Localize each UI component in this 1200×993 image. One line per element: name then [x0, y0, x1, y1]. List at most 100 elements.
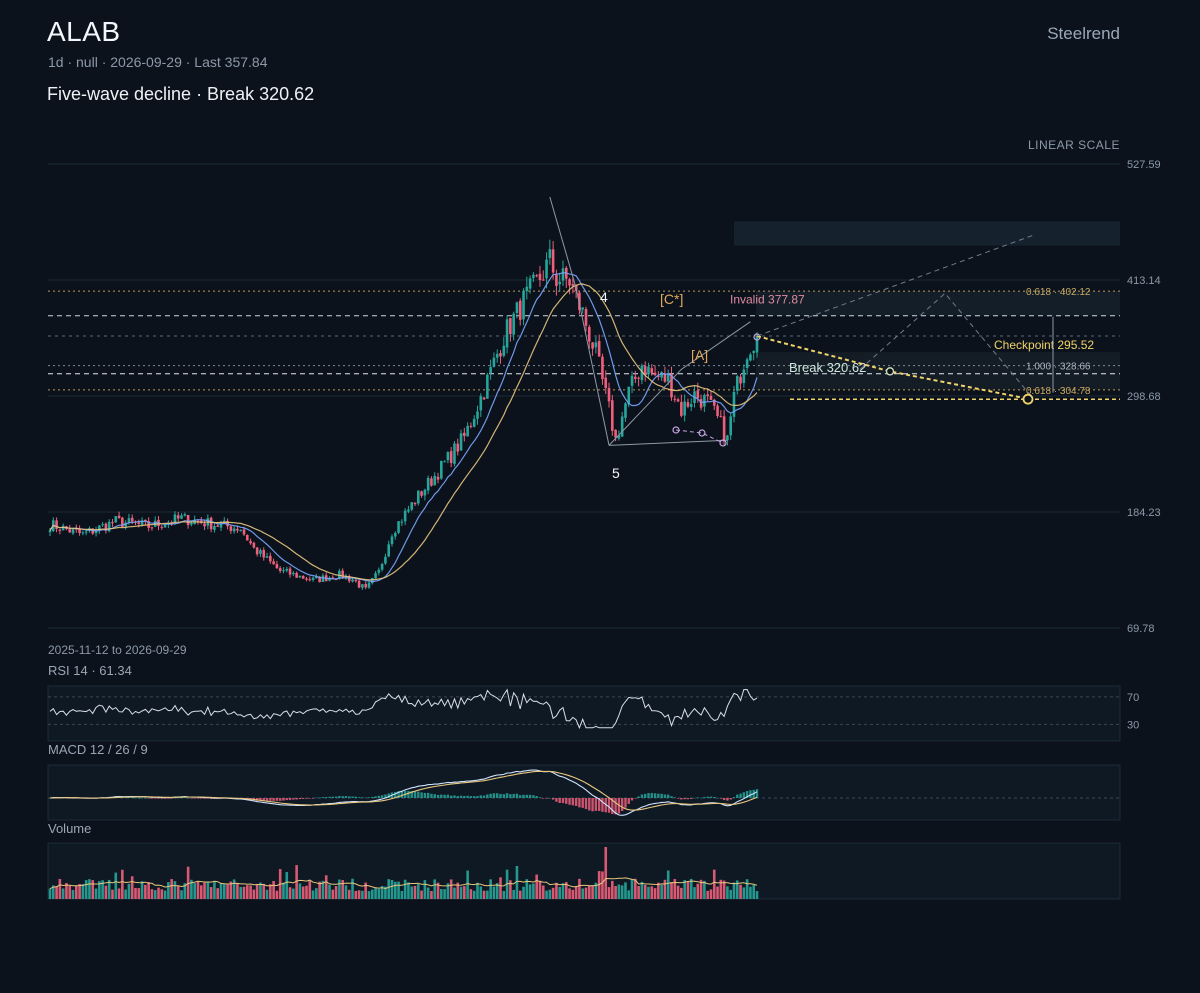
- macd-histogram-bar: [272, 798, 275, 801]
- volume-bar: [121, 869, 124, 899]
- candle-body: [301, 575, 305, 579]
- macd-histogram-bar: [311, 798, 315, 799]
- volume-bar: [574, 886, 578, 899]
- candle-body: [150, 527, 154, 529]
- volume-bar: [150, 889, 154, 899]
- macd-histogram-bar: [630, 798, 634, 801]
- volume-bar: [351, 878, 354, 899]
- macd-histogram-bar: [173, 797, 177, 799]
- target-zone-lower: [756, 352, 1120, 390]
- macd-histogram-bar: [288, 798, 292, 800]
- candle-body: [680, 402, 683, 416]
- volume-bar: [183, 883, 187, 899]
- candle-body: [466, 425, 469, 437]
- candle-body: [453, 443, 456, 464]
- macd-histogram-bar: [650, 793, 653, 798]
- candle-body: [222, 520, 226, 523]
- macd-histogram-bar: [295, 798, 298, 800]
- volume-bar: [624, 882, 627, 899]
- candle-body: [459, 433, 463, 451]
- volume-bar: [716, 886, 719, 899]
- volume-bar: [525, 879, 529, 899]
- volume-bar: [578, 878, 581, 899]
- macd-histogram-bar: [298, 798, 302, 800]
- volume-bar: [124, 889, 127, 899]
- candle-body: [647, 366, 650, 375]
- candle-body: [387, 544, 391, 557]
- candle-body: [449, 451, 453, 463]
- macd-histogram-bar: [716, 797, 719, 799]
- candle-body: [407, 509, 410, 512]
- macd-histogram-bar: [732, 797, 736, 798]
- candle-body: [98, 525, 101, 531]
- macd-histogram-bar: [686, 798, 690, 800]
- candle-body: [581, 307, 585, 310]
- projection-main-path: [756, 335, 1031, 401]
- macd-histogram-bar: [446, 794, 450, 798]
- volume-bar: [601, 871, 604, 899]
- macd-histogram-bar: [328, 796, 331, 798]
- candle-body: [298, 575, 302, 578]
- candle-body: [571, 283, 575, 286]
- candle-body: [676, 399, 680, 402]
- candle-body: [624, 403, 627, 418]
- volume-bar: [528, 884, 532, 899]
- volume-bar: [449, 879, 453, 899]
- volume-bar: [584, 887, 588, 899]
- candle-body: [137, 522, 141, 524]
- candle-body: [548, 249, 552, 258]
- macd-histogram-bar: [496, 793, 499, 798]
- scale-label[interactable]: LINEAR SCALE: [1027, 138, 1120, 152]
- volume-bar: [301, 886, 305, 899]
- volume-bar: [242, 886, 246, 899]
- volume-bar: [206, 881, 210, 899]
- volume-bar: [640, 881, 644, 899]
- macd-histogram-bar: [637, 796, 640, 798]
- volume-bar: [71, 889, 75, 899]
- macd-histogram-bar: [157, 798, 160, 799]
- macd-histogram-bar: [601, 798, 604, 812]
- macd-histogram-bar: [459, 795, 463, 798]
- candle-body: [68, 529, 72, 533]
- volume-bar: [430, 890, 433, 899]
- candle-body: [374, 573, 377, 579]
- volume-bar: [285, 872, 289, 899]
- candle-body: [144, 519, 147, 521]
- volume-bar: [137, 888, 141, 899]
- macd-histogram-bar: [640, 794, 644, 798]
- candle-body: [463, 432, 466, 437]
- volume-bar: [163, 890, 167, 899]
- macd-histogram-bar: [160, 798, 164, 799]
- candle-body: [397, 521, 400, 533]
- candle-body: [489, 367, 492, 374]
- volume-bar: [357, 890, 361, 899]
- macd-histogram-bar: [325, 797, 328, 798]
- pattern-point: [672, 426, 680, 434]
- rsi-panel: 70 30: [47, 685, 1139, 742]
- volume-label: Volume: [48, 821, 92, 836]
- volume-bar: [620, 885, 624, 899]
- wave-line: [609, 439, 728, 446]
- candle-body: [196, 520, 200, 522]
- volume-bar: [265, 889, 269, 899]
- volume-bar: [558, 886, 561, 899]
- volume-bar: [561, 883, 565, 899]
- volume-bar: [180, 890, 183, 899]
- volume-bar: [548, 889, 552, 899]
- macd-histogram-bar: [620, 798, 624, 811]
- macd-histogram-bar: [696, 797, 700, 799]
- macd-histogram-bar: [275, 798, 279, 801]
- macd-histogram-bar: [453, 795, 456, 798]
- volume-bar: [209, 887, 213, 899]
- candle-body: [262, 550, 266, 558]
- volume-bar: [65, 883, 68, 899]
- candles: [48, 239, 759, 590]
- candle-body: [426, 477, 430, 491]
- macd-histogram-bar: [614, 798, 617, 815]
- candle-body: [282, 570, 285, 572]
- volume-bar: [157, 887, 160, 899]
- macd-histogram-bar: [384, 794, 387, 798]
- macd-histogram-bar: [144, 797, 147, 799]
- candle-body: [739, 376, 742, 384]
